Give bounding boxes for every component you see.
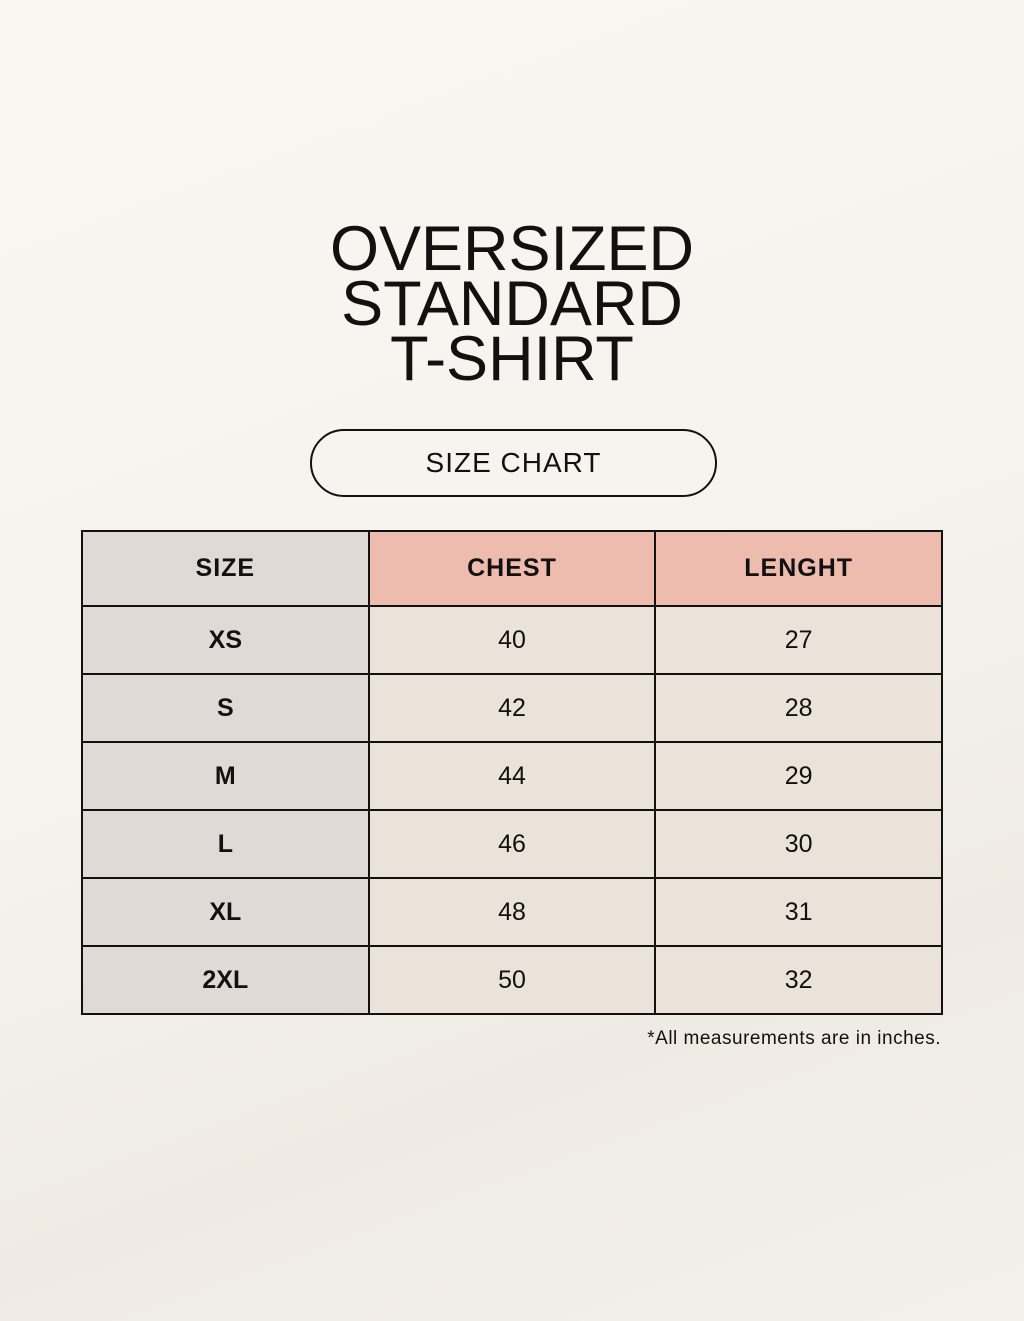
table-row: M 44 29 <box>81 741 943 811</box>
cell-chest: 42 <box>367 673 657 743</box>
cell-length: 30 <box>654 809 943 879</box>
cell-length: 31 <box>654 877 943 947</box>
table-row: 2XL 50 32 <box>81 945 943 1015</box>
cell-size: XS <box>81 605 370 675</box>
title-line: STANDARD <box>341 269 683 339</box>
cell-length: 27 <box>654 605 943 675</box>
header-size: SIZE <box>81 530 370 607</box>
page-title: OVERSIZED STANDARD T-SHIRT <box>0 214 1024 394</box>
cell-size: M <box>81 741 370 811</box>
cell-chest: 48 <box>367 877 657 947</box>
title-line: T-SHIRT <box>390 324 634 394</box>
cell-size: 2XL <box>81 945 370 1015</box>
cell-chest: 50 <box>367 945 657 1015</box>
table-row: S 42 28 <box>81 673 943 743</box>
size-chart-badge: SIZE CHART <box>310 429 717 497</box>
table-row: XS 40 27 <box>81 605 943 675</box>
cell-chest: 40 <box>367 605 657 675</box>
size-table: SIZE CHEST LENGHT XS 40 27 S 42 28 M 44 29 L 46 30 X… <box>81 530 943 1015</box>
cell-length: 32 <box>654 945 943 1015</box>
cell-size: S <box>81 673 370 743</box>
cell-length: 28 <box>654 673 943 743</box>
header-chest: CHEST <box>367 530 657 607</box>
table-row: L 46 30 <box>81 809 943 879</box>
cell-size: XL <box>81 877 370 947</box>
cell-size: L <box>81 809 370 879</box>
cell-chest: 46 <box>367 809 657 879</box>
table-row: XL 48 31 <box>81 877 943 947</box>
table-header-row: SIZE CHEST LENGHT <box>81 530 943 607</box>
measurement-note: *All measurements are in inches. <box>647 1028 941 1049</box>
cell-length: 29 <box>654 741 943 811</box>
title-line: OVERSIZED <box>329 214 695 284</box>
header-length: LENGHT <box>654 530 943 607</box>
cell-chest: 44 <box>367 741 657 811</box>
